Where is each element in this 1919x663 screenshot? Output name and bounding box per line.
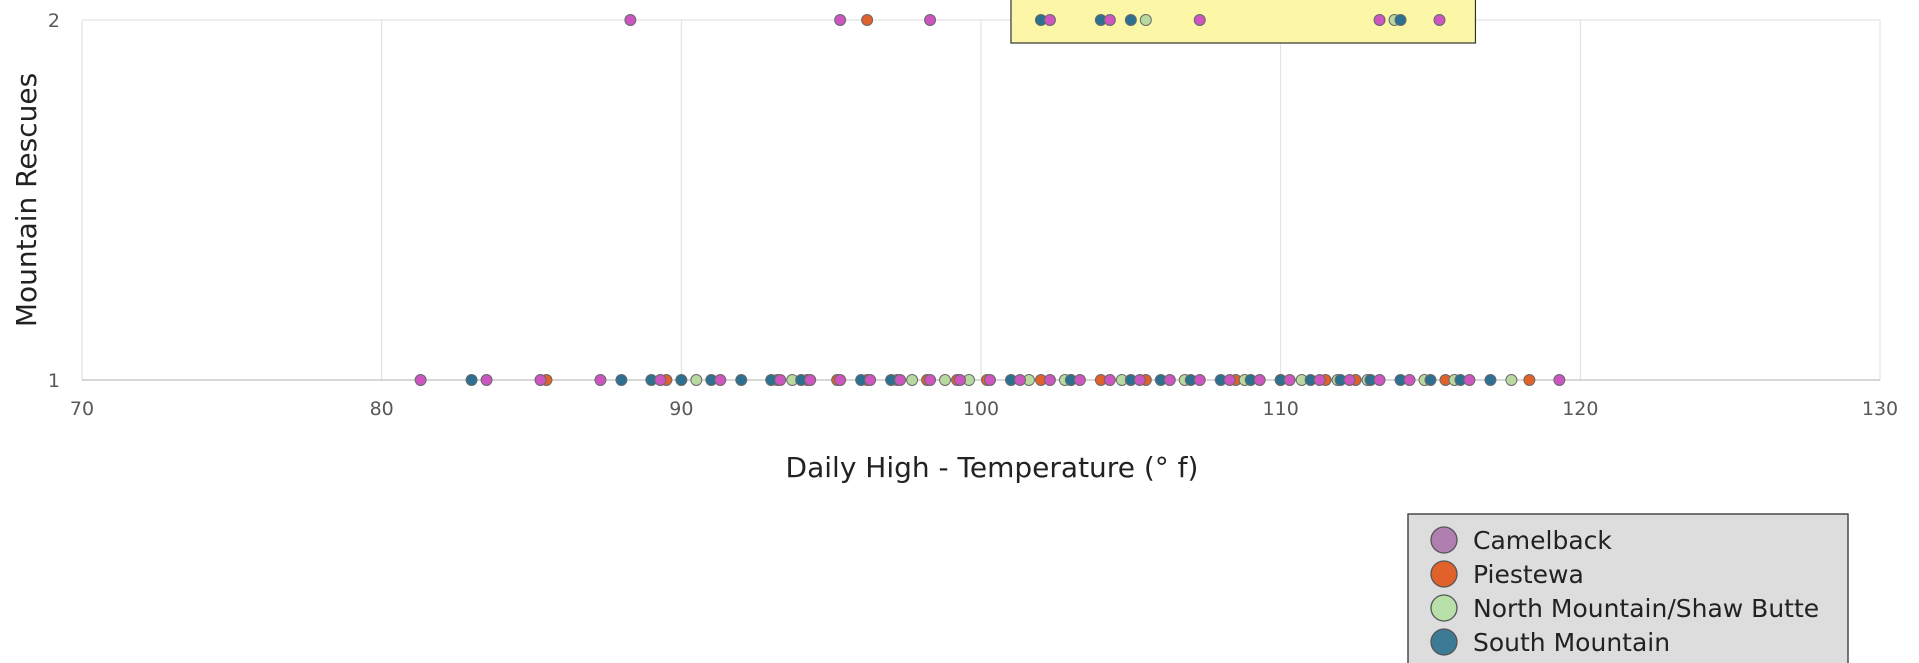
point-camelback xyxy=(624,14,637,26)
point-piestewa xyxy=(1523,374,1536,386)
legend-marker xyxy=(1430,594,1458,622)
point-camelback xyxy=(1463,374,1476,386)
y-axis-title: Mountain Rescues xyxy=(10,73,43,327)
x-tick-label: 70 xyxy=(70,398,94,420)
point-camelback xyxy=(1103,14,1116,26)
legend-marker xyxy=(1430,628,1458,656)
point-camelback xyxy=(1373,14,1386,26)
data-points xyxy=(414,14,1566,386)
point-south-mountain xyxy=(1484,374,1497,386)
point-south-mountain xyxy=(1124,14,1137,26)
legend-marker xyxy=(1430,560,1458,588)
point-camelback xyxy=(1073,374,1086,386)
tick-labels: 70 80 90 100 110 120 130 1 2 xyxy=(48,10,1898,420)
legend-label: Piestewa xyxy=(1473,560,1584,589)
point-camelback xyxy=(1163,374,1176,386)
point-camelback xyxy=(924,14,937,26)
point-camelback xyxy=(654,374,667,386)
legend-marker xyxy=(1430,526,1458,554)
legend-label: South Mountain xyxy=(1473,628,1670,657)
legend-label: North Mountain/Shaw Butte xyxy=(1473,594,1819,623)
x-tick-label: 130 xyxy=(1862,398,1898,420)
point-camelback xyxy=(1043,374,1056,386)
y-tick-label: 2 xyxy=(48,10,60,32)
point-camelback xyxy=(1433,14,1446,26)
point-south-mountain xyxy=(465,374,478,386)
point-piestewa xyxy=(861,14,874,26)
x-tick-label: 80 xyxy=(370,398,394,420)
point-camelback xyxy=(804,374,817,386)
point-camelback xyxy=(414,374,427,386)
point-north-mountain-shaw-butte xyxy=(1139,14,1152,26)
point-north-mountain-shaw-butte xyxy=(690,374,703,386)
point-south-mountain xyxy=(615,374,628,386)
x-axis-title: Daily High - Temperature (° f) xyxy=(786,451,1199,484)
point-south-mountain xyxy=(675,374,688,386)
point-camelback xyxy=(1223,374,1236,386)
x-tick-label: 110 xyxy=(1263,398,1299,420)
point-camelback xyxy=(1043,14,1056,26)
point-camelback xyxy=(1193,14,1206,26)
point-camelback xyxy=(1403,374,1416,386)
point-camelback xyxy=(1103,374,1116,386)
point-camelback xyxy=(834,14,847,26)
point-camelback xyxy=(864,374,877,386)
point-camelback xyxy=(594,374,607,386)
point-camelback xyxy=(1133,374,1146,386)
legend-label: Camelback xyxy=(1473,526,1612,555)
y-tick-label: 1 xyxy=(48,370,60,392)
point-camelback xyxy=(480,374,493,386)
point-camelback xyxy=(774,374,787,386)
legend: Camelback Piestewa North Mountain/Shaw But… xyxy=(1407,513,1849,663)
legend-box xyxy=(1407,513,1849,663)
point-south-mountain xyxy=(735,374,748,386)
point-camelback xyxy=(983,374,996,386)
point-camelback xyxy=(1253,374,1266,386)
point-camelback xyxy=(714,374,727,386)
point-camelback xyxy=(1553,374,1566,386)
point-camelback xyxy=(834,374,847,386)
point-north-mountain-shaw-butte xyxy=(939,374,952,386)
point-camelback xyxy=(894,374,907,386)
point-camelback xyxy=(954,374,967,386)
point-camelback xyxy=(1373,374,1386,386)
x-tick-label: 90 xyxy=(669,398,693,420)
point-camelback xyxy=(1313,374,1326,386)
x-tick-label: 100 xyxy=(963,398,999,420)
point-camelback xyxy=(1343,374,1356,386)
point-north-mountain-shaw-butte xyxy=(1505,374,1518,386)
x-tick-label: 120 xyxy=(1562,398,1598,420)
point-camelback xyxy=(924,374,937,386)
point-camelback xyxy=(534,374,547,386)
point-south-mountain xyxy=(1394,14,1407,26)
grid-lines xyxy=(81,19,1881,381)
point-south-mountain xyxy=(1424,374,1437,386)
point-north-mountain-shaw-butte xyxy=(906,374,919,386)
point-camelback xyxy=(1283,374,1296,386)
point-camelback xyxy=(1013,374,1026,386)
point-camelback xyxy=(1193,374,1206,386)
